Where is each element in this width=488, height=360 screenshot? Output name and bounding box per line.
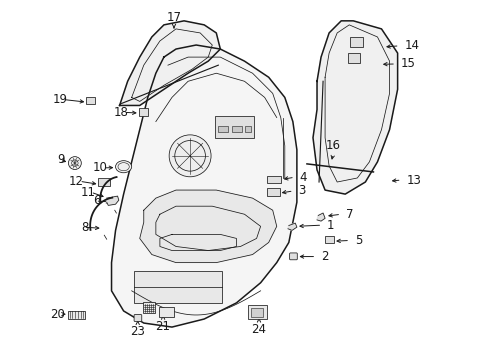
Text: 21: 21 — [155, 320, 170, 333]
Text: 13: 13 — [406, 174, 421, 186]
Text: 14: 14 — [404, 39, 419, 52]
Polygon shape — [287, 223, 296, 230]
Text: 9: 9 — [57, 153, 64, 166]
Text: 18: 18 — [113, 106, 128, 119]
FancyBboxPatch shape — [347, 53, 359, 63]
Text: 12: 12 — [69, 175, 84, 188]
FancyBboxPatch shape — [133, 271, 222, 303]
FancyBboxPatch shape — [266, 188, 279, 196]
Text: 2: 2 — [321, 250, 328, 263]
Polygon shape — [312, 21, 397, 194]
Ellipse shape — [115, 161, 131, 173]
FancyBboxPatch shape — [218, 126, 228, 132]
FancyBboxPatch shape — [98, 179, 109, 186]
Text: 19: 19 — [52, 93, 67, 106]
Text: 3: 3 — [298, 184, 305, 197]
FancyBboxPatch shape — [250, 308, 263, 318]
FancyBboxPatch shape — [350, 37, 363, 47]
FancyBboxPatch shape — [159, 307, 174, 317]
Polygon shape — [120, 21, 220, 105]
Text: 1: 1 — [326, 219, 334, 231]
Circle shape — [169, 135, 211, 177]
Polygon shape — [316, 213, 325, 221]
Text: 22: 22 — [141, 287, 156, 300]
Text: 4: 4 — [299, 171, 306, 184]
FancyBboxPatch shape — [86, 97, 95, 104]
Text: 5: 5 — [354, 234, 362, 247]
Polygon shape — [140, 190, 276, 262]
Text: 24: 24 — [251, 323, 266, 336]
FancyBboxPatch shape — [215, 116, 253, 138]
Text: 16: 16 — [325, 139, 340, 152]
Text: 11: 11 — [80, 186, 95, 199]
FancyBboxPatch shape — [324, 236, 333, 243]
FancyBboxPatch shape — [67, 311, 85, 319]
Text: 15: 15 — [400, 58, 415, 71]
FancyBboxPatch shape — [138, 108, 148, 116]
Polygon shape — [106, 196, 119, 206]
Text: 17: 17 — [166, 11, 181, 24]
Text: 20: 20 — [50, 308, 64, 321]
Text: 6: 6 — [93, 194, 100, 207]
Text: 8: 8 — [81, 221, 88, 234]
Text: 23: 23 — [130, 325, 145, 338]
FancyBboxPatch shape — [247, 305, 266, 319]
Polygon shape — [111, 45, 296, 327]
FancyBboxPatch shape — [289, 253, 297, 260]
FancyBboxPatch shape — [231, 126, 241, 132]
FancyBboxPatch shape — [245, 126, 251, 132]
Text: 7: 7 — [346, 208, 353, 221]
FancyBboxPatch shape — [142, 302, 155, 313]
FancyBboxPatch shape — [134, 315, 142, 321]
Circle shape — [68, 157, 81, 170]
Text: 10: 10 — [92, 161, 107, 174]
FancyBboxPatch shape — [267, 176, 281, 183]
